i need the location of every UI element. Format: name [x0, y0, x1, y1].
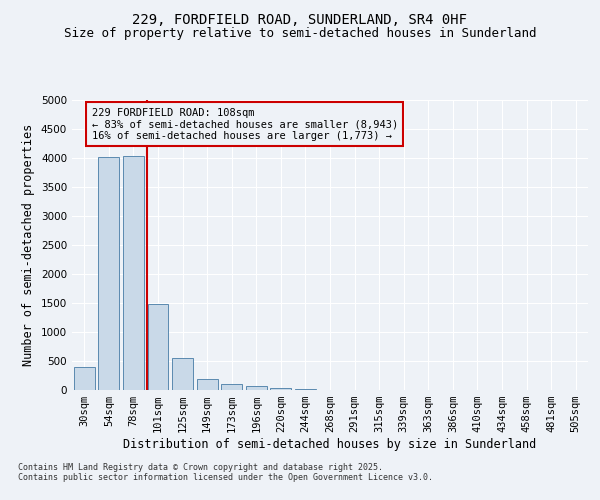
Bar — [246, 386, 267, 390]
Bar — [172, 358, 193, 390]
Text: 229 FORDFIELD ROAD: 108sqm
← 83% of semi-detached houses are smaller (8,943)
16%: 229 FORDFIELD ROAD: 108sqm ← 83% of semi… — [92, 108, 398, 140]
Bar — [148, 304, 169, 390]
Bar — [98, 158, 119, 390]
X-axis label: Distribution of semi-detached houses by size in Sunderland: Distribution of semi-detached houses by … — [124, 438, 536, 451]
Bar — [221, 384, 242, 390]
Y-axis label: Number of semi-detached properties: Number of semi-detached properties — [22, 124, 35, 366]
Bar — [271, 388, 292, 390]
Bar — [123, 156, 144, 390]
Text: 229, FORDFIELD ROAD, SUNDERLAND, SR4 0HF: 229, FORDFIELD ROAD, SUNDERLAND, SR4 0HF — [133, 12, 467, 26]
Text: Contains HM Land Registry data © Crown copyright and database right 2025.
Contai: Contains HM Land Registry data © Crown c… — [18, 463, 433, 482]
Bar — [197, 380, 218, 390]
Bar — [74, 368, 95, 390]
Text: Size of property relative to semi-detached houses in Sunderland: Size of property relative to semi-detach… — [64, 28, 536, 40]
Bar — [295, 388, 316, 390]
